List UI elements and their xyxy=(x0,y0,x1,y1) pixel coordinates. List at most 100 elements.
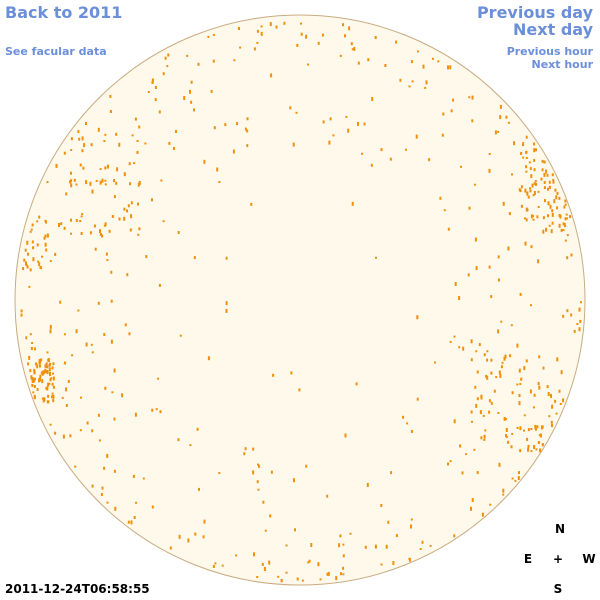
facula xyxy=(123,207,126,211)
facula xyxy=(555,195,558,200)
facula xyxy=(268,560,271,565)
facula xyxy=(38,215,41,219)
facula xyxy=(256,41,259,44)
facula xyxy=(524,188,527,193)
facula xyxy=(95,179,98,182)
facula xyxy=(41,255,43,258)
facula xyxy=(499,104,502,109)
facula xyxy=(49,378,52,382)
facula xyxy=(305,464,308,468)
facula xyxy=(533,168,536,172)
facula xyxy=(551,424,553,427)
facula xyxy=(537,206,540,208)
facula xyxy=(522,142,525,147)
facula xyxy=(505,115,508,119)
facula xyxy=(113,417,116,421)
facula xyxy=(213,126,216,130)
facula xyxy=(519,449,522,453)
facula xyxy=(518,368,521,373)
facula xyxy=(533,182,536,186)
facula xyxy=(348,26,351,31)
facula xyxy=(551,404,554,409)
facula xyxy=(525,157,528,159)
facula xyxy=(81,149,84,153)
facula xyxy=(564,217,567,221)
facula xyxy=(132,474,135,478)
facula xyxy=(123,216,126,221)
facula xyxy=(542,216,545,220)
facula xyxy=(529,189,532,193)
facula xyxy=(405,148,407,151)
facula xyxy=(424,86,427,89)
back-link[interactable]: Back to 2011 xyxy=(5,3,123,22)
facula xyxy=(31,223,34,227)
facula xyxy=(128,332,131,336)
facula xyxy=(490,401,493,405)
facula xyxy=(24,248,27,252)
facula xyxy=(468,96,471,99)
facula xyxy=(497,329,500,334)
facula xyxy=(508,212,511,216)
facula xyxy=(578,327,581,332)
facula xyxy=(462,346,465,351)
facula xyxy=(530,214,533,219)
facula xyxy=(532,194,535,197)
facula xyxy=(474,237,477,242)
facula xyxy=(126,273,129,277)
previous-day-link[interactable]: Previous day xyxy=(476,3,593,22)
facula xyxy=(101,486,104,490)
facula xyxy=(569,215,572,219)
facula xyxy=(530,428,533,430)
facula xyxy=(69,434,72,438)
facula xyxy=(48,363,51,367)
facula xyxy=(499,115,502,120)
previous-hour-link[interactable]: Previous hour xyxy=(506,45,593,58)
facula xyxy=(514,479,517,482)
facula xyxy=(531,183,534,188)
facula xyxy=(507,246,510,251)
facula xyxy=(190,100,193,104)
facula xyxy=(70,232,72,235)
facula xyxy=(51,366,54,370)
facula xyxy=(44,364,47,368)
next-day-link[interactable]: Next day xyxy=(513,20,593,39)
next-hour-link[interactable]: Next hour xyxy=(531,58,594,71)
facula xyxy=(46,365,49,369)
facula xyxy=(351,48,354,51)
facula xyxy=(79,163,82,167)
facula xyxy=(516,426,519,429)
facula xyxy=(63,226,66,230)
facula xyxy=(29,268,32,272)
facula xyxy=(467,273,470,277)
facula xyxy=(526,193,529,196)
facula xyxy=(547,392,550,396)
facula xyxy=(270,470,273,474)
facula xyxy=(363,122,366,126)
facula xyxy=(534,424,537,429)
facular-link[interactable]: See facular data xyxy=(5,45,107,58)
facula xyxy=(43,397,46,402)
facula xyxy=(85,342,88,347)
facula xyxy=(415,134,418,139)
facula xyxy=(310,543,313,547)
facula xyxy=(97,413,100,417)
facula xyxy=(30,228,33,231)
facula xyxy=(486,375,489,380)
facula xyxy=(564,239,567,242)
facula xyxy=(366,482,369,487)
facula xyxy=(480,395,483,400)
facula xyxy=(111,215,114,218)
facula xyxy=(98,439,101,442)
facula xyxy=(338,543,341,548)
facula xyxy=(97,127,100,132)
facula xyxy=(289,106,292,110)
facula xyxy=(113,469,116,473)
facula xyxy=(189,444,192,447)
facula xyxy=(272,373,275,377)
facula xyxy=(197,62,200,66)
facula xyxy=(328,140,331,145)
facula xyxy=(511,391,514,395)
facula xyxy=(158,283,161,287)
facula xyxy=(103,333,106,336)
facula xyxy=(399,78,402,82)
